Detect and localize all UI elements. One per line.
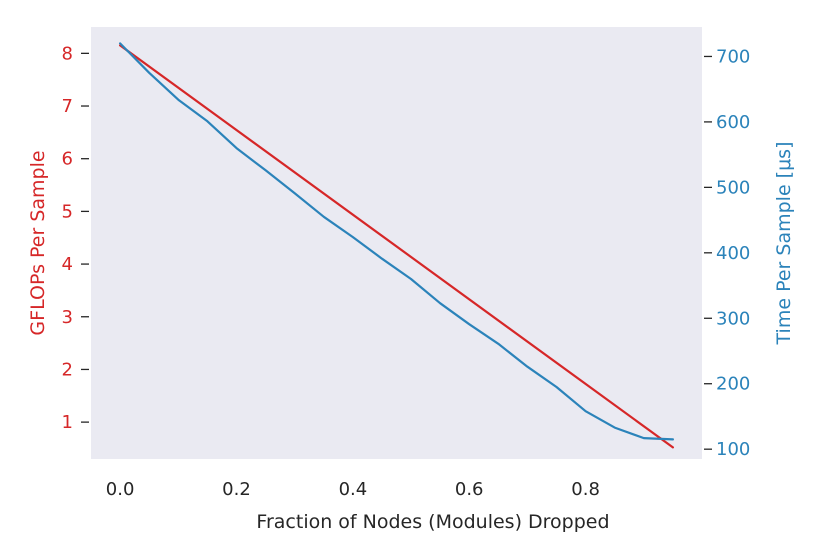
ticks-layer: 0.0 0.2 0.4 0.6 0.8 1 2 3 4 5 6 7 8 100 200 300 400 500 60…: [62, 43, 751, 500]
y-left-tick-label: 5: [62, 201, 73, 222]
y-left-tick-label: 1: [62, 412, 73, 433]
y-left-tick-label: 2: [62, 359, 73, 380]
x-tick-label: 0.0: [106, 479, 135, 500]
y-right-tick-label: 400: [716, 243, 750, 264]
y-right-tick-label: 700: [716, 46, 750, 67]
x-tick-label: 0.6: [455, 479, 484, 500]
y-right-tick-label: 600: [716, 112, 750, 133]
y-left-tick-label: 4: [62, 254, 73, 275]
y-right-tick-label: 100: [716, 439, 750, 460]
x-tick-label: 0.2: [222, 479, 251, 500]
y-left-tick-label: 8: [62, 43, 73, 64]
y-axis-right-label: Time Per Sample [μs]: [773, 142, 795, 346]
y-right-tick-label: 200: [716, 374, 750, 395]
x-tick-label: 0.4: [339, 479, 368, 500]
y-right-tick-label: 500: [716, 177, 750, 198]
series-layer: [118, 42, 675, 449]
y-left-tick-label: 3: [62, 307, 73, 328]
y-right-tick-label: 300: [716, 308, 750, 329]
y-left-tick-label: 7: [62, 96, 73, 117]
x-axis-label: Fraction of Nodes (Modules) Dropped: [256, 511, 609, 533]
time-per-sample-series-line: [118, 42, 675, 441]
x-tick-label: 0.8: [571, 479, 600, 500]
y-left-tick-label: 6: [62, 149, 73, 170]
gflops-per-sample-series-line: [118, 44, 675, 449]
y-axis-left-label: GFLOPs Per Sample: [27, 150, 49, 335]
